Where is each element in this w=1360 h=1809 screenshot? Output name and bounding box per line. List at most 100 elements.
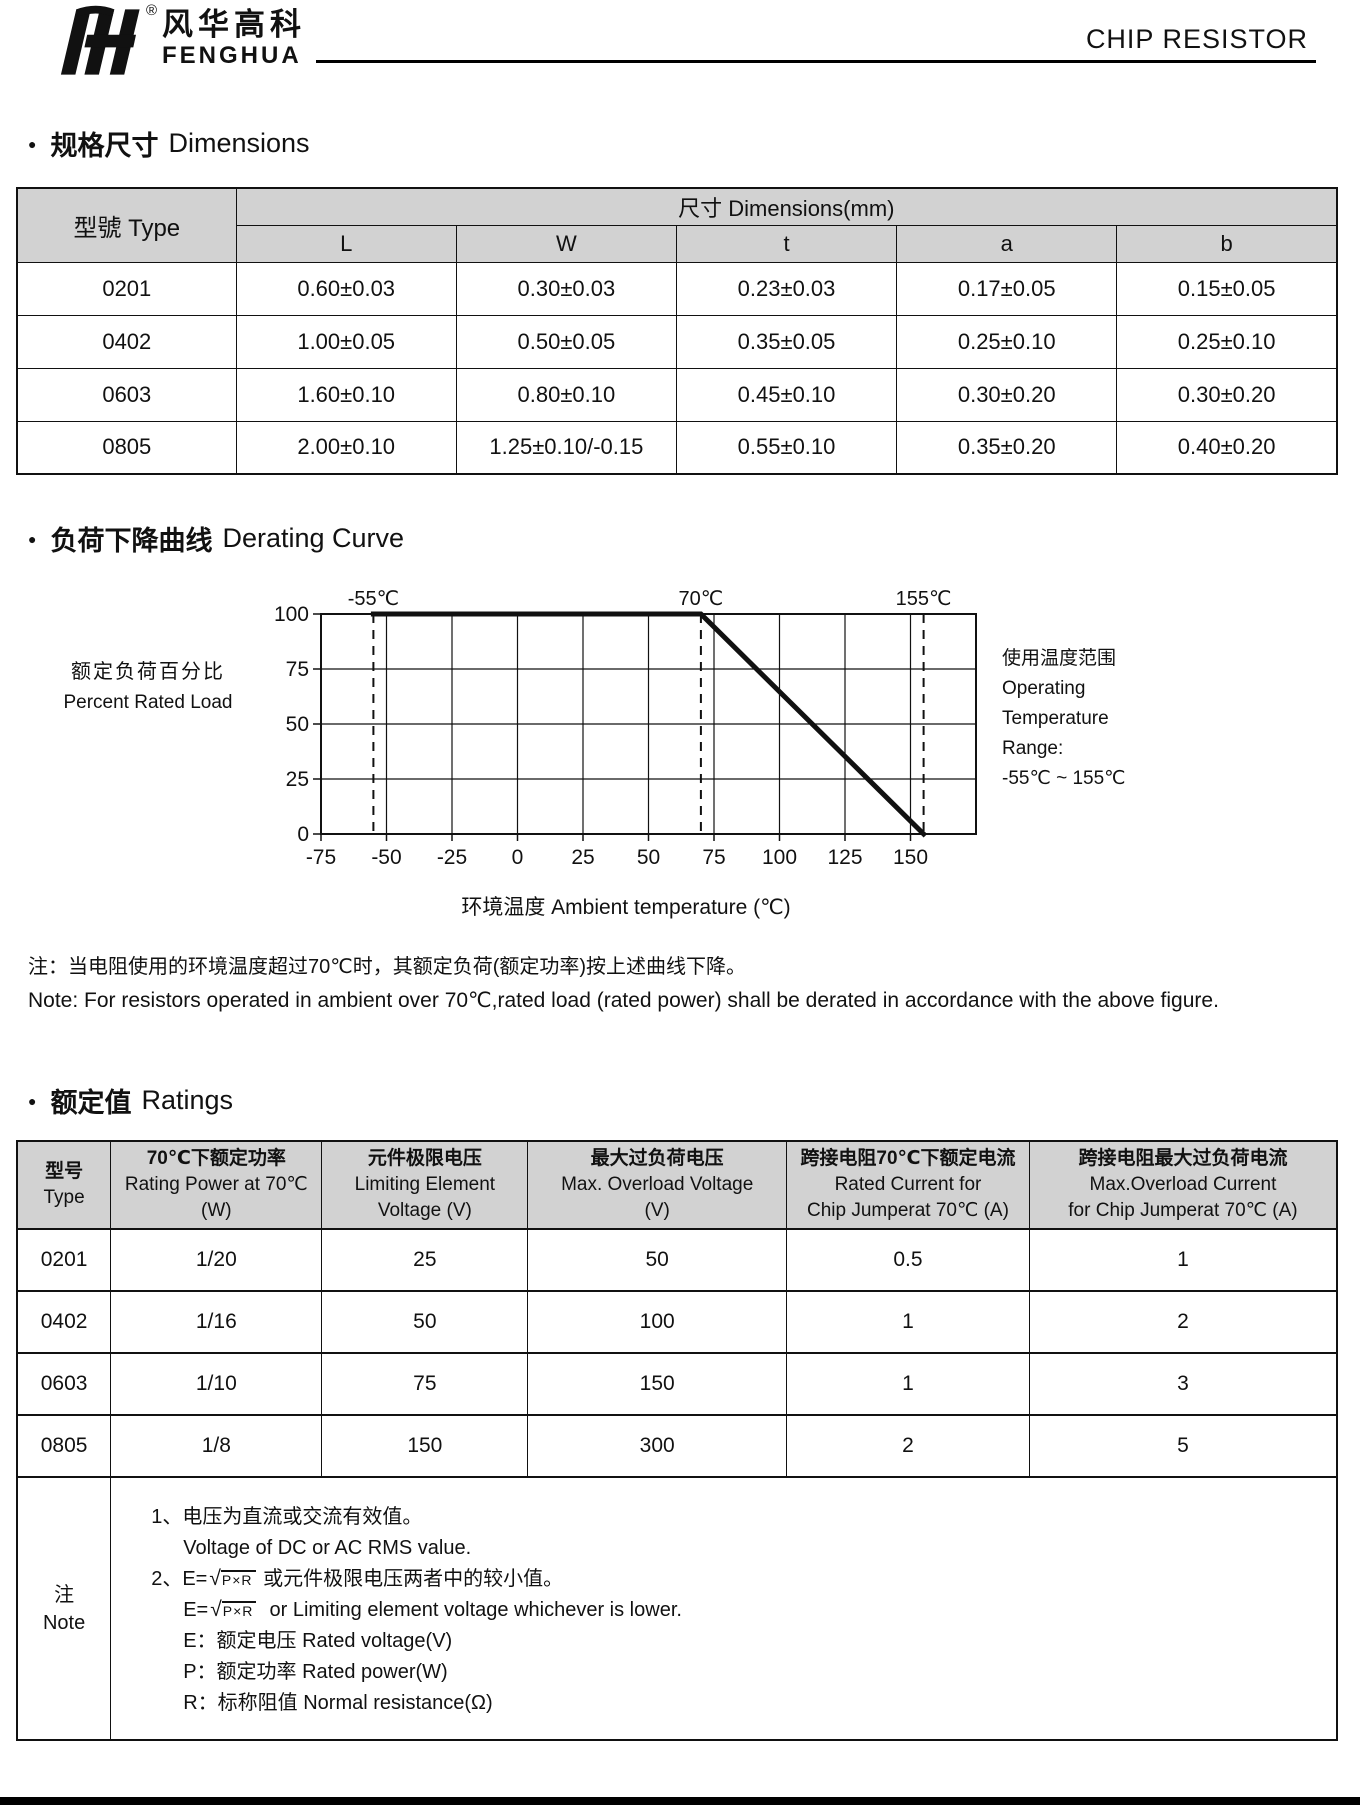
dims-row-0201: 0201 0.60±0.03 0.30±0.03 0.23±0.03 0.17±0.05… [16, 261, 1338, 316]
ratings-header-line: 70℃下额定功率 [146, 1148, 286, 1169]
ratings-value-cell: 50 [527, 1228, 788, 1292]
section-title-ratings: ● 额定值 Ratings [28, 1081, 1338, 1120]
ratings-header-line: (V) [644, 1200, 670, 1221]
dims-value-cell: 0.25±0.10 [1116, 314, 1338, 369]
chart-x-tick-label: -75 [306, 846, 336, 869]
header-divider [316, 60, 1316, 63]
note-text: or Limiting element voltage whichever is… [258, 1599, 682, 1621]
brand-name-cn: 风华高科 [162, 7, 306, 42]
ratings-value-cell: 1/16 [110, 1290, 323, 1354]
dims-value-cell: 0.25±0.10 [896, 314, 1118, 369]
ratings-col-header: 跨接电阻最大过负荷电流 Max.Overload Current for Chip … [1028, 1140, 1338, 1230]
chart-x-tick-label: 50 [637, 846, 660, 869]
derating-note: 注：当电阻使用的环境温度超过70℃时，其额定负荷(额定功率)按上述曲线下降。 N… [28, 951, 1318, 1017]
note-text: 2、E= [151, 1568, 208, 1590]
note-text: 或元件极限电压两者中的较小值。 [257, 1568, 564, 1590]
datasheet-page: ® 风华高科 FENGHUA CHIP RESISTOR ● 规格尺寸 Dime… [16, 2, 1338, 1741]
ratings-type-cell: 0201 [16, 1228, 112, 1292]
dims-value-cell: 0.15±0.05 [1116, 261, 1338, 316]
ratings-value-cell: 0.5 [786, 1228, 1030, 1292]
ratings-value-cell: 1/10 [110, 1352, 323, 1416]
operating-range-line: Operating [1002, 678, 1086, 699]
dims-value-cell: 2.00±0.10 [235, 420, 457, 475]
dimensions-title-cn: 规格尺寸 [50, 131, 159, 161]
derating-chart-svg: -75 -50 -25 0 25 50 75 100 125 150 0 25 50 75 100 -55℃ 7… [274, 588, 977, 869]
ratings-note-line: E：额定电压 Rated voltage(V) [151, 1626, 1326, 1657]
chart-y-label-cn: 额定负荷百分比 [71, 661, 225, 683]
chart-x-tick-label: 125 [827, 846, 862, 869]
brand-name-en: FENGHUA [162, 42, 302, 69]
dims-value-cell: 1.25±0.10/-0.15 [455, 420, 677, 475]
ratings-header-line: 跨接电阻70℃下额定电流 [800, 1148, 1016, 1169]
ratings-note-line: 1、电压为直流或交流有效值。 [151, 1502, 1326, 1533]
dims-value-cell: 0.55±0.10 [675, 420, 898, 475]
fenghua-logo-icon [60, 5, 140, 75]
ratings-value-cell: 25 [321, 1228, 529, 1292]
ratings-value-cell: 2 [786, 1414, 1030, 1478]
dims-type-cell: 0201 [16, 261, 237, 316]
chart-x-tick-label: 0 [512, 846, 524, 869]
ratings-header-line: Max. Overload Voltage [561, 1174, 754, 1195]
dims-value-cell: 1.00±0.05 [235, 314, 457, 369]
chart-x-tick-label: -50 [371, 846, 401, 869]
ratings-row-0402: 0402 1/16 50 100 1 2 [16, 1290, 1338, 1354]
dims-type-header: 型號 Type [16, 187, 237, 263]
ratings-header-line: 跨接电阻最大过负荷电流 [1078, 1148, 1288, 1169]
ratings-row-0805: 0805 1/8 150 300 2 5 [16, 1414, 1338, 1478]
dims-value-cell: 0.40±0.20 [1116, 420, 1338, 475]
derating-title-en: Derating Curve [222, 523, 405, 553]
derating-title-cn: 负荷下降曲线 [50, 526, 213, 556]
bullet-icon: ● [28, 1092, 37, 1109]
chart-marker-label: 70℃ [679, 588, 724, 610]
note-text: E= [183, 1599, 209, 1621]
dims-row-0603: 0603 1.60±0.10 0.80±0.10 0.45±0.10 0.30±0.20… [16, 367, 1338, 422]
ratings-value-cell: 75 [321, 1352, 529, 1416]
dims-value-cell: 0.23±0.03 [675, 261, 898, 316]
dims-col-header-a: a [896, 224, 1118, 263]
ratings-value-cell: 150 [321, 1414, 529, 1478]
dims-value-cell: 1.60±0.10 [235, 367, 457, 422]
operating-range-line: 使用温度范围 [1002, 648, 1117, 669]
ratings-note-line: P：额定功率 Rated power(W) [151, 1657, 1326, 1688]
derating-chart: -75 -50 -25 0 25 50 75 100 125 150 0 25 50 75 100 -55℃ 7… [266, 584, 986, 889]
sqrt-sign: √ [210, 1598, 222, 1621]
chart-y-tick-label: 0 [297, 823, 309, 846]
dims-type-cell: 0402 [16, 314, 237, 369]
dims-value-cell: 0.30±0.20 [896, 367, 1118, 422]
ratings-header-line: Voltage (V) [377, 1200, 472, 1221]
dims-value-cell: 0.17±0.05 [896, 261, 1118, 316]
ratings-header-line: 最大过负荷电压 [590, 1148, 724, 1169]
dims-row-0402: 0402 1.00±0.05 0.50±0.05 0.35±0.05 0.25±0.10… [16, 314, 1338, 369]
ratings-table: 型号 Type 70℃下额定功率 Rating Power at 70℃ (W) 元件极限… [16, 1140, 1338, 1741]
ratings-note-line: Voltage of DC or AC RMS value. [151, 1533, 1326, 1564]
note-text: P：额定功率 Rated power(W) [183, 1661, 448, 1683]
chart-y-tick-label: 75 [286, 658, 309, 681]
chart-y-axis-label: 额定负荷百分比 Percent Rated Load [16, 656, 266, 921]
ratings-header-line: Rated Current for [834, 1174, 982, 1195]
ratings-value-cell: 300 [527, 1414, 788, 1478]
ratings-note-line: R：标称阻值 Normal resistance(Ω) [151, 1688, 1326, 1719]
dims-value-cell: 0.80±0.10 [455, 367, 677, 422]
ratings-col-header: 70℃下额定功率 Rating Power at 70℃ (W) [110, 1140, 323, 1230]
ratings-section: ● 额定值 Ratings 型号 Type 70℃下额定功率 Rating Power… [16, 1081, 1338, 1741]
dims-value-cell: 0.45±0.10 [675, 367, 898, 422]
dims-value-cell: 0.30±0.20 [1116, 367, 1338, 422]
chart-derating-curve [370, 611, 928, 838]
chart-x-tick-label: 75 [702, 846, 725, 869]
dims-value-cell: 0.35±0.20 [896, 420, 1118, 475]
bullet-icon: ● [28, 530, 37, 547]
document-title: CHIP RESISTOR [1085, 24, 1308, 54]
ratings-row-0201: 0201 1/20 25 50 0.5 1 [16, 1228, 1338, 1292]
section-title-derating: ● 负荷下降曲线 Derating Curve [28, 519, 1338, 558]
ratings-col-header: 元件极限电压 Limiting Element Voltage (V) [321, 1140, 529, 1230]
note-label-cn: 注 [54, 1583, 75, 1606]
chart-x-tick-label: 100 [762, 846, 797, 869]
ratings-type-cell: 0805 [16, 1414, 112, 1478]
ratings-col-header: 跨接电阻70℃下额定电流 Rated Current for Chip Jumper… [786, 1140, 1030, 1230]
ratings-value-cell: 50 [321, 1290, 529, 1354]
dims-col-header-t: t [675, 224, 898, 263]
ratings-note-line: 2、E= √ P×R 或元件极限电压两者中的较小值。 [151, 1564, 1326, 1595]
dims-col-header-W: W [455, 224, 677, 263]
note-text: Voltage of DC or AC RMS value. [183, 1537, 472, 1559]
chart-y-tick-label: 50 [286, 713, 309, 736]
